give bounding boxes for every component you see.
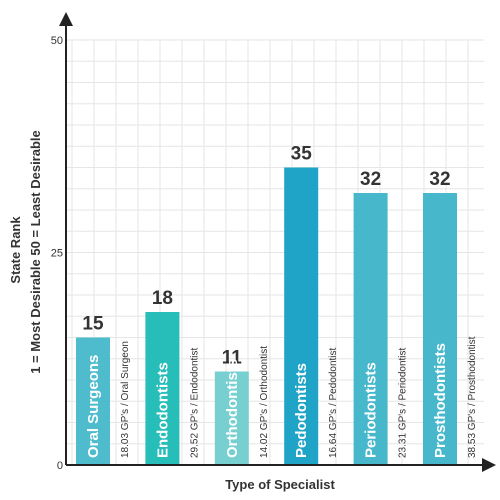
axes (59, 12, 496, 472)
y-tick-label: 0 (57, 460, 63, 472)
y-tick-labels: 0 25 50 (51, 35, 63, 472)
bar-category-label: Orthodontists (224, 359, 241, 458)
y-axis-note: 1 = Most Desirable 50 = Least Desirable (28, 130, 43, 374)
bar-ratio-label: 16.64 GP's / Pedodontist (328, 347, 339, 458)
bar-value-label: 32 (429, 169, 450, 190)
bar (353, 193, 388, 465)
bar-ratio-label: 14.02 GP's / Orthodontist (259, 346, 270, 458)
bar (423, 193, 457, 465)
x-axis-arrow-icon (482, 458, 496, 472)
y-tick-label: 50 (51, 35, 63, 47)
x-axis-title: Type of Specialist (225, 477, 335, 492)
y-tick-label: 25 (51, 248, 63, 260)
bar-ratio-label: 23.31 GP's / Periodontist (398, 347, 409, 458)
bar-group: 32 Prosthodontists 38.53 GP's / Prosthodon… (423, 169, 478, 465)
bar-group: 15 Oral Surgeons 18.03 GP's / Oral Surgeon (76, 314, 131, 465)
bar-category-label: Oral Surgeons (85, 355, 102, 458)
bar-category-label: Endodontists (154, 362, 171, 458)
y-axis-arrow-icon (59, 12, 73, 26)
bar (284, 167, 319, 465)
bars: 15 Oral Surgeons 18.03 GP's / Oral Surgeon… (76, 144, 478, 465)
bar-group: 32 Periodontists 23.31 GP's / Periodontist (353, 169, 409, 465)
bar-category-label: Periodontists (363, 362, 380, 458)
y-axis-title: State Rank (8, 216, 23, 284)
bar-value-label: 35 (291, 144, 313, 165)
bar-ratio-label: 38.53 GP's / Prosthodontist (467, 336, 478, 458)
bar (145, 312, 180, 465)
bar-value-label: 11 (222, 348, 243, 369)
bar-ratio-label: 18.03 GP's / Oral Surgeon (120, 341, 131, 458)
bar-category-label: Pedodontists (293, 363, 310, 458)
bar-value-label: 32 (360, 169, 381, 190)
bar-ratio-label: 29.52 GP's / Endodontist (189, 347, 200, 458)
bar-value-label: 15 (82, 314, 104, 335)
bar (76, 337, 110, 465)
bar-value-label: 18 (152, 288, 173, 309)
bar-group: 18 Endodontists 29.52 GP's / Endodontist (145, 288, 200, 465)
bar (214, 371, 249, 465)
bar-group: 35 Pedodontists 16.64 GP's / Pedodontist (284, 144, 339, 465)
bar-category-label: Prosthodontists (432, 343, 449, 458)
